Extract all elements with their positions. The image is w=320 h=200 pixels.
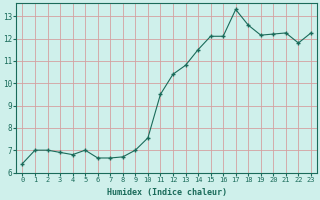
X-axis label: Humidex (Indice chaleur): Humidex (Indice chaleur) xyxy=(107,188,227,197)
